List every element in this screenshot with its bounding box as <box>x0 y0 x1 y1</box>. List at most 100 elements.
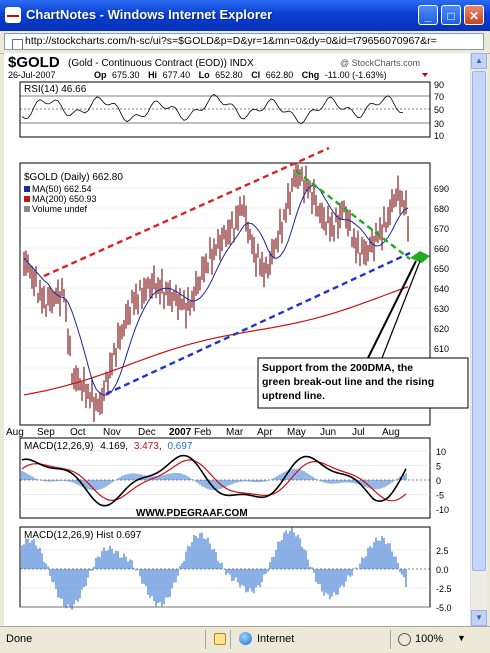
macd-hist-value: 0.697 <box>167 441 192 452</box>
vertical-scrollbar[interactable]: ▲ ▼ <box>470 53 487 626</box>
price-tick-label: 640 <box>434 284 449 294</box>
macd-signal-value: 3.473 <box>134 441 159 452</box>
lo-label: Lo <box>199 70 210 80</box>
hist-tick-label: -5.0 <box>436 603 452 613</box>
macd-label: MACD(12,26,9) 4.169, 3.473, 0.697 <box>24 441 193 452</box>
quote-date: 26-Jul-2007 <box>8 70 56 80</box>
rsi-tick-label: 50 <box>434 105 444 115</box>
rsi-tick-label: 10 <box>434 131 444 141</box>
zoom-icon[interactable] <box>398 633 411 646</box>
upper-channel-line <box>43 146 330 278</box>
annotation-line: uptrend line. <box>262 390 325 402</box>
hi-value: 677.40 <box>163 70 191 80</box>
price-tick-label: 690 <box>434 184 449 194</box>
annotation-line: green break-out line and the rising <box>262 376 434 388</box>
price-tick-label: 650 <box>434 264 449 274</box>
ma50-line <box>23 184 409 396</box>
ie-logo-icon <box>5 7 21 23</box>
zoom-dropdown-icon[interactable]: ▼ <box>457 633 466 643</box>
x-axis-label: Nov <box>103 427 121 438</box>
x-axis-label: Sep <box>37 427 55 438</box>
page-content: $GOLD (Gold - Continuous Contract (EOD))… <box>4 53 470 626</box>
quote-line: Op 675.30 Hi 677.40 Lo 652.80 Cl 662.80 … <box>94 70 387 80</box>
chg-label: Chg <box>302 70 320 80</box>
security-zone: Internet <box>257 633 295 645</box>
price-tick-label: 680 <box>434 204 449 214</box>
scroll-down-icon[interactable]: ▼ <box>471 610 487 626</box>
rsi-axis: 90 70 50 30 10 <box>434 80 444 141</box>
hist-tick-label: 0.0 <box>436 565 449 575</box>
x-axis-label: May <box>287 427 306 438</box>
x-axis-label: Jun <box>320 427 336 438</box>
annotation-text: Support from the 200DMA, the green break-… <box>262 362 434 402</box>
macd-signal-line <box>21 459 407 502</box>
x-axis-label: Jul <box>352 427 365 438</box>
address-url: http://stockcharts.com/h-sc/ui?s=$GOLD&p… <box>25 35 437 47</box>
hist-tick-label: -2.5 <box>436 584 452 594</box>
chg-value: -11.00 (-1.63%) <box>325 70 387 80</box>
op-value: 675.30 <box>112 70 140 80</box>
price-tick-label: 620 <box>434 324 449 334</box>
maximize-button[interactable]: □ <box>441 5 461 25</box>
macd-axis: 10 5 0 -5 -10 <box>436 447 449 515</box>
uptrend-line <box>105 251 411 396</box>
stock-chart: $GOLD (Gold - Continuous Contract (EOD))… <box>6 54 469 613</box>
symbol-label: $GOLD <box>8 54 60 71</box>
x-axis-label: Dec <box>138 427 156 438</box>
hist-tick-label: 2.5 <box>436 546 449 556</box>
price-tick-label: 610 <box>434 344 449 354</box>
hi-label: Hi <box>148 70 157 80</box>
rsi-tick-label: 90 <box>434 80 444 90</box>
window-title: ChartNotes - Windows Internet Explorer <box>26 7 273 22</box>
x-axis-label: Apr <box>257 427 273 438</box>
rsi-tick-label: 30 <box>434 119 444 129</box>
scroll-up-icon[interactable]: ▲ <box>471 53 487 69</box>
x-axis-label: Oct <box>70 427 86 438</box>
macd-tick-label: -10 <box>436 505 449 515</box>
op-label: Op <box>94 70 107 80</box>
macd-panel <box>19 437 431 519</box>
status-divider <box>390 630 391 649</box>
globe-icon <box>239 632 252 645</box>
symbol-description: (Gold - Continuous Contract (EOD)) INDX <box>68 58 254 69</box>
status-divider <box>205 630 206 649</box>
price-tick-label: 670 <box>434 224 449 234</box>
breakout-line <box>295 170 411 260</box>
cl-value: 662.80 <box>266 70 294 80</box>
x-axis: Aug Sep Oct Nov Dec 2007 Feb Mar Apr May Jun Jul Aug <box>6 427 400 438</box>
x-axis-label: 2007 <box>169 427 192 438</box>
macd-watermark: WWW.PDEGRAAF.COM <box>136 508 248 519</box>
close-button[interactable]: ✕ <box>464 5 484 25</box>
legend-swatch <box>24 206 30 212</box>
macd-tick-label: 5 <box>436 462 441 472</box>
lo-value: 652.80 <box>215 70 243 80</box>
ma200-line <box>23 286 409 396</box>
title-bar: ChartNotes - Windows Internet Explorer _… <box>0 0 490 31</box>
zoom-level[interactable]: 100% <box>415 633 444 645</box>
minimize-button[interactable]: _ <box>418 5 438 25</box>
rsi-tick-label: 70 <box>434 92 444 102</box>
hist-bars <box>21 527 407 610</box>
scroll-thumb[interactable] <box>472 71 486 571</box>
status-bar: Done Internet 100% ▼ <box>0 626 490 653</box>
price-tick-label: 630 <box>434 304 449 314</box>
macd-line <box>21 454 407 507</box>
legend-swatch <box>24 186 30 192</box>
annotation-arrow <box>367 260 417 359</box>
x-axis-label: Feb <box>194 427 212 438</box>
price-title: $GOLD (Daily) 662.80 <box>24 172 123 183</box>
x-axis-label: Aug <box>382 427 400 438</box>
macd-tick-label: 10 <box>436 447 446 457</box>
macd-tick-label: 0 <box>436 476 441 486</box>
lock-icon <box>214 633 226 645</box>
page-icon <box>12 39 23 49</box>
status-divider <box>230 630 231 649</box>
watermark-stockcharts: @ StockCharts.com <box>340 58 420 68</box>
x-axis-label: Mar <box>226 427 244 438</box>
rsi-label: RSI(14) 46.66 <box>24 84 87 95</box>
price-tick-label: 660 <box>434 244 449 254</box>
address-input[interactable]: http://stockcharts.com/h-sc/ui?s=$GOLD&p… <box>4 33 484 50</box>
price-bars <box>23 162 409 422</box>
annotation-arrow-2 <box>381 260 421 359</box>
